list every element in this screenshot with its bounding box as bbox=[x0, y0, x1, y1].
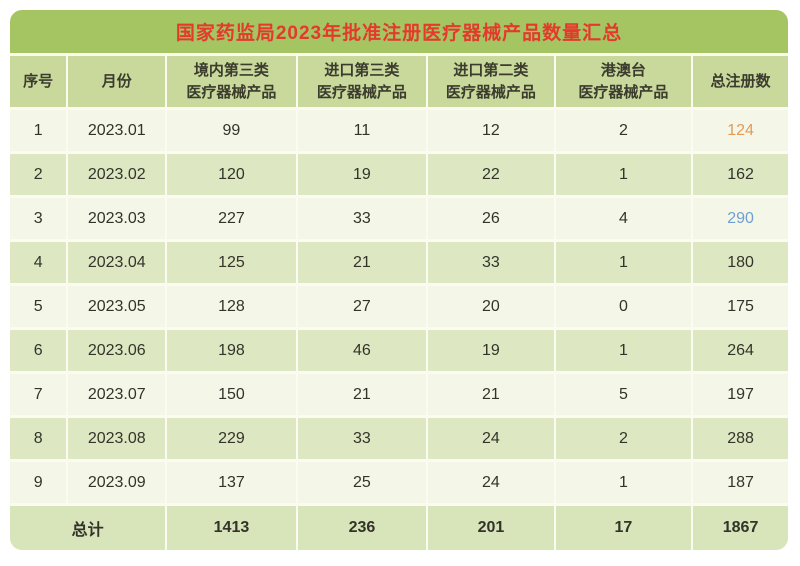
cell-domestic-class3: 120 bbox=[167, 154, 296, 195]
cell-domestic-class3: 128 bbox=[167, 286, 296, 327]
cell-domestic-class3: 229 bbox=[167, 418, 296, 459]
footer-domestic-class3: 1413 bbox=[167, 506, 296, 550]
cell-total: 180 bbox=[693, 242, 788, 283]
cell-import-class2: 22 bbox=[428, 154, 554, 195]
cell-hmt: 1 bbox=[555, 242, 692, 283]
header-line: 医疗器械产品 bbox=[578, 83, 669, 101]
header-line: 进口第三类 bbox=[324, 61, 400, 79]
header-line: 总注册数 bbox=[710, 72, 771, 90]
cell-seq: 9 bbox=[10, 462, 67, 503]
cell-month: 2023.02 bbox=[68, 154, 166, 195]
cell-domestic-class3: 227 bbox=[167, 198, 296, 239]
cell-seq: 2 bbox=[10, 154, 67, 195]
cell-hmt: 1 bbox=[555, 330, 692, 371]
cell-import-class3: 19 bbox=[297, 154, 427, 195]
cell-domestic-class3: 99 bbox=[167, 110, 296, 151]
cell-hmt: 5 bbox=[555, 374, 692, 415]
cell-import-class2: 24 bbox=[428, 418, 554, 459]
header-import-class3: 进口第三类 医疗器械产品 bbox=[297, 56, 427, 107]
cell-total: 288 bbox=[693, 418, 788, 459]
table-title-band: 国家药监局2023年批准注册医疗器械产品数量汇总 bbox=[10, 10, 788, 53]
cell-import-class2: 20 bbox=[428, 286, 554, 327]
summary-table: 国家药监局2023年批准注册医疗器械产品数量汇总 序号 月份 境内第三类 医疗器… bbox=[10, 10, 788, 550]
header-line: 境内第三类 bbox=[193, 61, 269, 79]
cell-seq: 6 bbox=[10, 330, 67, 371]
footer-total: 1867 bbox=[693, 506, 788, 550]
cell-total: 162 bbox=[693, 154, 788, 195]
header-line: 医疗器械产品 bbox=[186, 83, 277, 101]
cell-domestic-class3: 137 bbox=[167, 462, 296, 503]
header-domestic-class3: 境内第三类 医疗器械产品 bbox=[167, 56, 296, 107]
cell-import-class3: 21 bbox=[297, 374, 427, 415]
header-line: 医疗器械产品 bbox=[445, 83, 536, 101]
cell-month: 2023.07 bbox=[68, 374, 166, 415]
cell-total: 197 bbox=[693, 374, 788, 415]
cell-total: 290 bbox=[693, 198, 788, 239]
cell-month: 2023.01 bbox=[68, 110, 166, 151]
cell-seq: 4 bbox=[10, 242, 67, 283]
header-line: 序号 bbox=[23, 72, 54, 90]
header-line: 进口第二类 bbox=[453, 61, 529, 79]
cell-import-class2: 19 bbox=[428, 330, 554, 371]
cell-total: 175 bbox=[693, 286, 788, 327]
cell-import-class2: 24 bbox=[428, 462, 554, 503]
footer-label: 总计 bbox=[10, 506, 166, 550]
cell-seq: 5 bbox=[10, 286, 67, 327]
cell-domestic-class3: 125 bbox=[167, 242, 296, 283]
cell-import-class3: 21 bbox=[297, 242, 427, 283]
cell-month: 2023.05 bbox=[68, 286, 166, 327]
cell-domestic-class3: 150 bbox=[167, 374, 296, 415]
header-line: 港澳台 bbox=[600, 61, 646, 79]
cell-total: 187 bbox=[693, 462, 788, 503]
footer-import-class2: 201 bbox=[428, 506, 554, 550]
cell-domestic-class3: 198 bbox=[167, 330, 296, 371]
header-total: 总注册数 bbox=[693, 56, 788, 107]
cell-seq: 7 bbox=[10, 374, 67, 415]
footer-import-class3: 236 bbox=[297, 506, 427, 550]
cell-import-class2: 33 bbox=[428, 242, 554, 283]
footer-hmt: 17 bbox=[555, 506, 692, 550]
cell-hmt: 0 bbox=[555, 286, 692, 327]
cell-hmt: 2 bbox=[555, 110, 692, 151]
cell-hmt: 4 bbox=[555, 198, 692, 239]
cell-import-class2: 12 bbox=[428, 110, 554, 151]
cell-month: 2023.04 bbox=[68, 242, 166, 283]
cell-hmt: 1 bbox=[555, 462, 692, 503]
header-import-class2: 进口第二类 医疗器械产品 bbox=[428, 56, 554, 107]
cell-month: 2023.08 bbox=[68, 418, 166, 459]
cell-import-class3: 11 bbox=[297, 110, 427, 151]
cell-import-class3: 27 bbox=[297, 286, 427, 327]
cell-month: 2023.06 bbox=[68, 330, 166, 371]
header-line: 医疗器械产品 bbox=[316, 83, 407, 101]
header-seq: 序号 bbox=[10, 56, 67, 107]
cell-hmt: 1 bbox=[555, 154, 692, 195]
cell-total: 124 bbox=[693, 110, 788, 151]
cell-hmt: 2 bbox=[555, 418, 692, 459]
header-hmt: 港澳台 医疗器械产品 bbox=[555, 56, 692, 107]
header-line: 月份 bbox=[101, 72, 132, 90]
table-title: 国家药监局2023年批准注册医疗器械产品数量汇总 bbox=[175, 23, 623, 44]
header-month: 月份 bbox=[68, 56, 166, 107]
cell-import-class3: 25 bbox=[297, 462, 427, 503]
cell-total: 264 bbox=[693, 330, 788, 371]
cell-import-class2: 26 bbox=[428, 198, 554, 239]
cell-seq: 8 bbox=[10, 418, 67, 459]
cell-import-class3: 33 bbox=[297, 198, 427, 239]
cell-month: 2023.09 bbox=[68, 462, 166, 503]
cell-month: 2023.03 bbox=[68, 198, 166, 239]
cell-import-class3: 33 bbox=[297, 418, 427, 459]
cell-import-class3: 46 bbox=[297, 330, 427, 371]
cell-import-class2: 21 bbox=[428, 374, 554, 415]
cell-seq: 1 bbox=[10, 110, 67, 151]
cell-seq: 3 bbox=[10, 198, 67, 239]
